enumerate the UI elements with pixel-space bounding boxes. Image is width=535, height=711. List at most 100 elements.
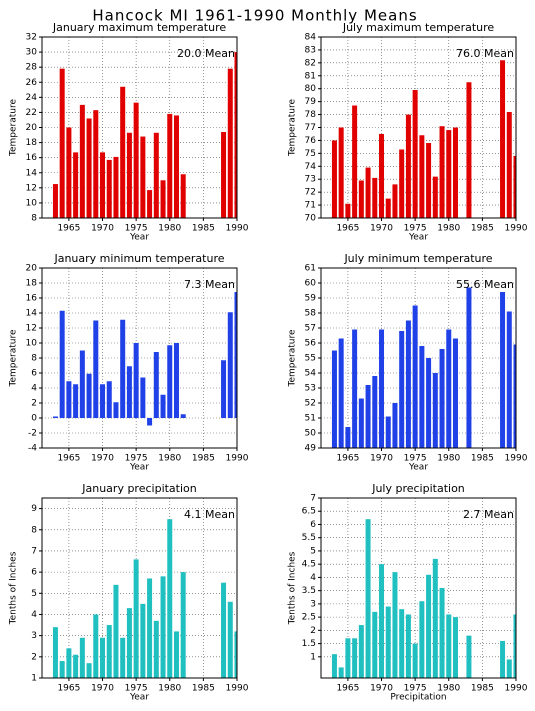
y-axis-label: Temperature — [288, 99, 298, 157]
y-axis-label: Tenths of Inches — [288, 551, 298, 625]
panel: 49 50 51 52 53 54 55 56 57 58 59 60 61 1965 1970 1975 19… — [288, 252, 528, 473]
plot-frame — [41, 36, 238, 219]
y-tick-label: 83 — [305, 45, 316, 55]
bar — [500, 292, 506, 448]
y-tick-label: 6 — [310, 520, 316, 530]
annotation: 20.0 Mean — [177, 47, 235, 60]
y-tick-label: 82 — [305, 58, 316, 68]
bar — [338, 338, 344, 448]
bar — [126, 366, 132, 418]
bar — [133, 559, 139, 678]
y-tick-label: 50 — [305, 429, 317, 439]
bar — [500, 640, 506, 678]
bar — [338, 127, 344, 218]
bar — [160, 180, 166, 218]
x-tick-label: 1970 — [370, 454, 393, 464]
bar — [432, 558, 438, 678]
bar — [120, 86, 126, 218]
bar — [331, 140, 337, 218]
chart-title: January precipitation — [81, 482, 197, 495]
x-axis-label: Year — [408, 233, 428, 243]
y-tick-label: 76 — [305, 136, 317, 146]
bar — [140, 377, 146, 418]
bar — [352, 638, 358, 678]
bar — [93, 110, 99, 218]
bar — [100, 384, 106, 418]
bar — [506, 659, 512, 678]
panel: -4 -2 0 2 4 6 8 10 12 14 16 18 20 1965 1970 1975 1980 198… — [9, 252, 249, 473]
y-tick-label: 73 — [305, 175, 316, 185]
x-tick-label: 1965 — [336, 454, 359, 464]
y-tick-label: 72 — [305, 188, 316, 198]
y-tick-label: 5 — [31, 589, 37, 599]
y-tick-label: 4.5 — [302, 560, 316, 570]
x-tick-label: 1970 — [370, 224, 393, 234]
plot-frame — [320, 267, 517, 449]
bar — [73, 152, 79, 218]
bar — [140, 603, 146, 678]
y-tick-label: 60 — [305, 279, 317, 289]
x-tick-label: 1990 — [226, 454, 249, 464]
bar — [227, 68, 233, 218]
bar — [147, 578, 153, 678]
annotation: 4.1 Mean — [184, 508, 235, 521]
y-tick-label: -2 — [28, 429, 37, 439]
y-tick-label: 10 — [26, 198, 38, 208]
x-tick-label: 1990 — [505, 454, 528, 464]
bar — [466, 287, 472, 448]
y-tick-label: 55 — [305, 354, 316, 364]
bar — [506, 311, 512, 448]
bar — [86, 118, 92, 218]
y-tick-label: -4 — [28, 444, 37, 454]
plot-frame — [41, 267, 238, 449]
bar — [106, 625, 112, 678]
bar — [59, 661, 65, 678]
bar — [66, 127, 72, 218]
annotation: 55.6 Mean — [456, 278, 514, 291]
x-tick-label: 1970 — [370, 684, 393, 694]
x-tick-label: 1990 — [226, 684, 249, 694]
y-tick-label: 5 — [310, 546, 316, 556]
bar — [221, 360, 227, 418]
bar — [426, 143, 432, 218]
bar — [419, 346, 425, 448]
y-tick-label: 6.5 — [302, 507, 316, 517]
bar — [52, 627, 58, 678]
y-tick-label: 12 — [26, 324, 37, 334]
x-tick-label: 1975 — [404, 684, 427, 694]
bar — [180, 572, 186, 678]
bar — [52, 416, 58, 418]
bar — [372, 177, 378, 218]
chart-title: July minimum temperature — [343, 252, 492, 265]
bar — [79, 104, 85, 218]
y-tick-label: 16 — [26, 294, 38, 304]
y-tick-label: 71 — [305, 201, 316, 211]
bar — [426, 574, 432, 678]
plot-frame — [320, 497, 517, 679]
x-tick-label: 1975 — [125, 224, 148, 234]
bar — [405, 320, 411, 448]
bar — [466, 635, 472, 678]
bar — [227, 601, 233, 678]
bar — [513, 344, 516, 448]
y-tick-label: 28 — [26, 63, 38, 73]
x-tick-label: 1990 — [505, 684, 528, 694]
x-tick-label: 1985 — [471, 684, 494, 694]
y-tick-label: 54 — [305, 369, 317, 379]
y-tick-label: 20 — [26, 264, 38, 274]
y-tick-label: 10 — [26, 339, 38, 349]
bar — [412, 305, 418, 448]
y-tick-label: 22 — [26, 108, 37, 118]
bars — [52, 292, 237, 426]
y-tick-label: 7 — [310, 494, 316, 504]
chart-title: July precipitation — [371, 482, 465, 495]
bar — [133, 102, 139, 218]
y-tick-label: 12 — [26, 183, 37, 193]
bar — [379, 564, 385, 678]
bar — [79, 350, 85, 418]
x-tick-label: 1965 — [57, 224, 80, 234]
y-tick-label: 32 — [26, 33, 37, 43]
y-tick-label: 16 — [26, 153, 38, 163]
bar — [140, 136, 146, 218]
y-tick-label: 14 — [26, 168, 38, 178]
